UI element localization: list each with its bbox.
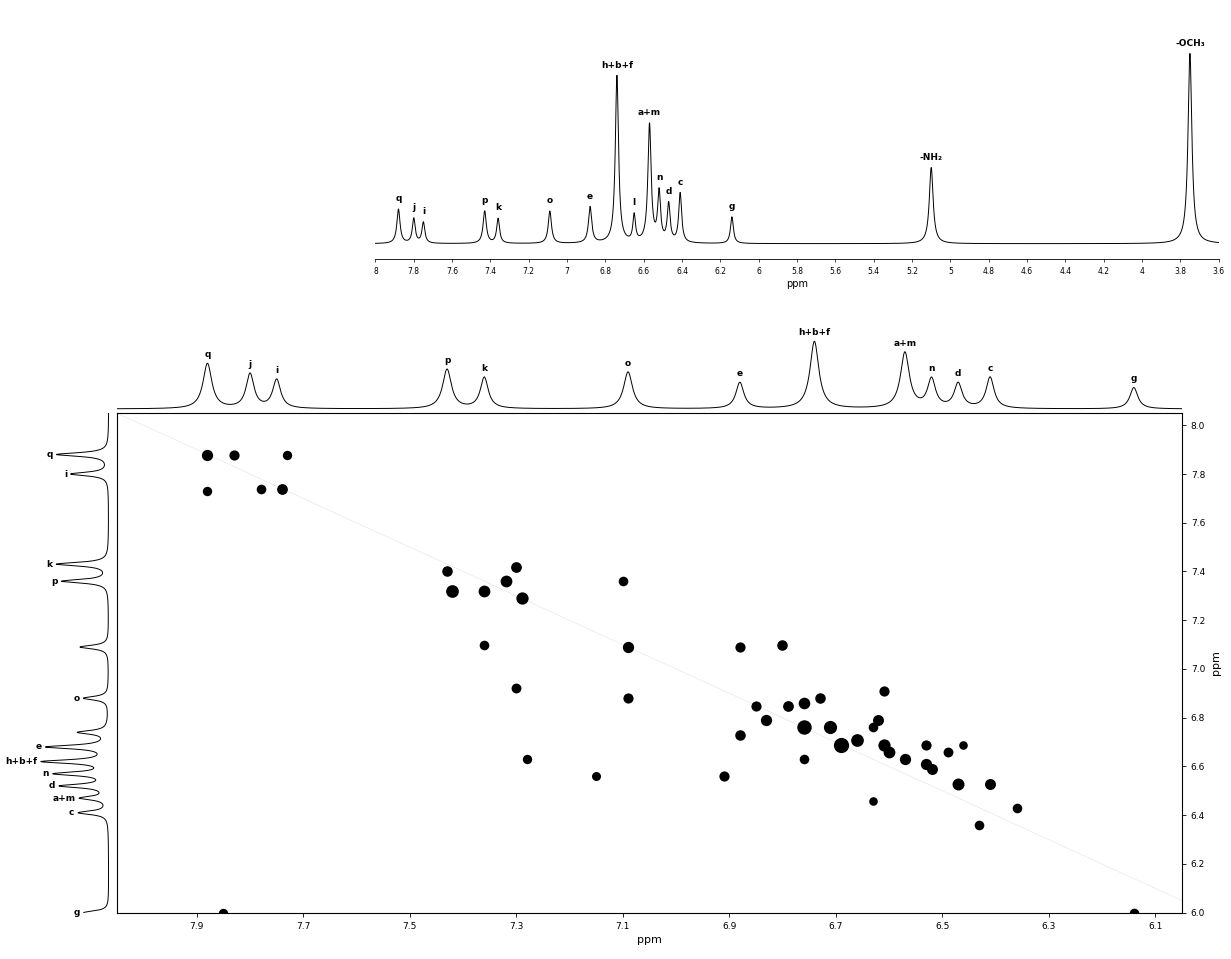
Point xyxy=(794,752,814,767)
Text: -OCH₃: -OCH₃ xyxy=(1176,38,1205,48)
Point xyxy=(714,768,734,784)
Text: i: i xyxy=(64,470,66,479)
Point xyxy=(613,573,633,589)
Point xyxy=(794,720,814,736)
Point xyxy=(251,481,271,497)
Point xyxy=(954,737,974,752)
Point xyxy=(506,681,526,696)
Point xyxy=(730,727,750,742)
Point xyxy=(916,757,936,772)
Text: c: c xyxy=(987,363,992,373)
Text: g: g xyxy=(1130,374,1137,384)
Point xyxy=(1199,871,1219,886)
Text: e: e xyxy=(587,192,593,200)
Text: i: i xyxy=(422,207,425,216)
Text: n: n xyxy=(928,363,934,373)
Text: q: q xyxy=(204,350,211,360)
Text: q: q xyxy=(395,195,401,203)
Point xyxy=(980,776,1000,791)
Text: h+b+f: h+b+f xyxy=(601,60,633,70)
Point xyxy=(198,483,218,499)
Point xyxy=(1007,800,1027,815)
Point xyxy=(198,447,218,462)
Point xyxy=(948,776,968,791)
Text: h+b+f: h+b+f xyxy=(5,757,37,766)
Text: g: g xyxy=(729,202,735,211)
X-axis label: ppm: ppm xyxy=(787,279,808,289)
Text: p: p xyxy=(52,576,58,586)
Point xyxy=(474,637,494,652)
Point xyxy=(773,637,793,652)
Text: a+m: a+m xyxy=(53,794,75,803)
Text: j: j xyxy=(249,360,251,369)
Text: j: j xyxy=(412,203,415,212)
Point xyxy=(895,752,915,767)
Point xyxy=(831,737,851,752)
Text: c: c xyxy=(69,808,74,817)
Text: a+m: a+m xyxy=(894,339,916,347)
Text: o: o xyxy=(547,197,553,205)
Text: k: k xyxy=(47,560,53,569)
Text: q: q xyxy=(47,450,53,459)
Point xyxy=(879,744,899,760)
Text: o: o xyxy=(74,693,80,703)
Point xyxy=(517,752,537,767)
Text: d: d xyxy=(955,369,961,378)
Point xyxy=(916,737,936,752)
Point xyxy=(938,744,958,760)
Text: c: c xyxy=(677,177,683,187)
Point xyxy=(474,583,494,598)
Point xyxy=(224,447,244,462)
Text: h+b+f: h+b+f xyxy=(799,328,831,338)
Point xyxy=(442,583,462,598)
Text: e: e xyxy=(36,742,42,752)
Point xyxy=(618,690,638,706)
Point xyxy=(730,640,750,655)
Point xyxy=(922,761,942,777)
Text: i: i xyxy=(275,365,278,375)
Point xyxy=(277,447,297,462)
Point xyxy=(618,640,638,655)
Point xyxy=(863,793,883,808)
Text: g: g xyxy=(74,908,80,917)
Point xyxy=(272,481,292,497)
Point xyxy=(874,683,894,698)
Text: o: o xyxy=(625,359,632,367)
Point xyxy=(821,720,841,736)
Point xyxy=(778,698,798,713)
Text: n: n xyxy=(656,173,662,182)
Point xyxy=(496,573,516,589)
Point xyxy=(437,564,457,579)
Text: a+m: a+m xyxy=(638,108,661,117)
Point xyxy=(746,698,766,713)
Point xyxy=(810,690,830,706)
Text: p: p xyxy=(444,356,451,364)
Point xyxy=(512,591,532,606)
Text: l: l xyxy=(633,198,635,207)
Point xyxy=(506,559,526,574)
Point xyxy=(868,713,888,728)
Point xyxy=(874,737,894,752)
Text: e: e xyxy=(737,369,744,378)
Point xyxy=(586,768,606,784)
Text: d: d xyxy=(666,187,672,196)
X-axis label: ppm: ppm xyxy=(636,935,662,945)
Point xyxy=(214,905,234,921)
Text: -NH₂: -NH₂ xyxy=(920,152,943,162)
Point xyxy=(847,732,867,747)
Text: p: p xyxy=(481,196,487,205)
Point xyxy=(757,713,777,728)
Text: k: k xyxy=(495,203,501,213)
Point xyxy=(1124,905,1144,921)
Point xyxy=(970,817,990,832)
Text: d: d xyxy=(49,782,55,790)
Y-axis label: ppm: ppm xyxy=(1211,650,1221,675)
Point xyxy=(863,720,883,736)
Point xyxy=(794,695,814,711)
Text: k: k xyxy=(481,363,487,373)
Text: n: n xyxy=(43,769,49,779)
